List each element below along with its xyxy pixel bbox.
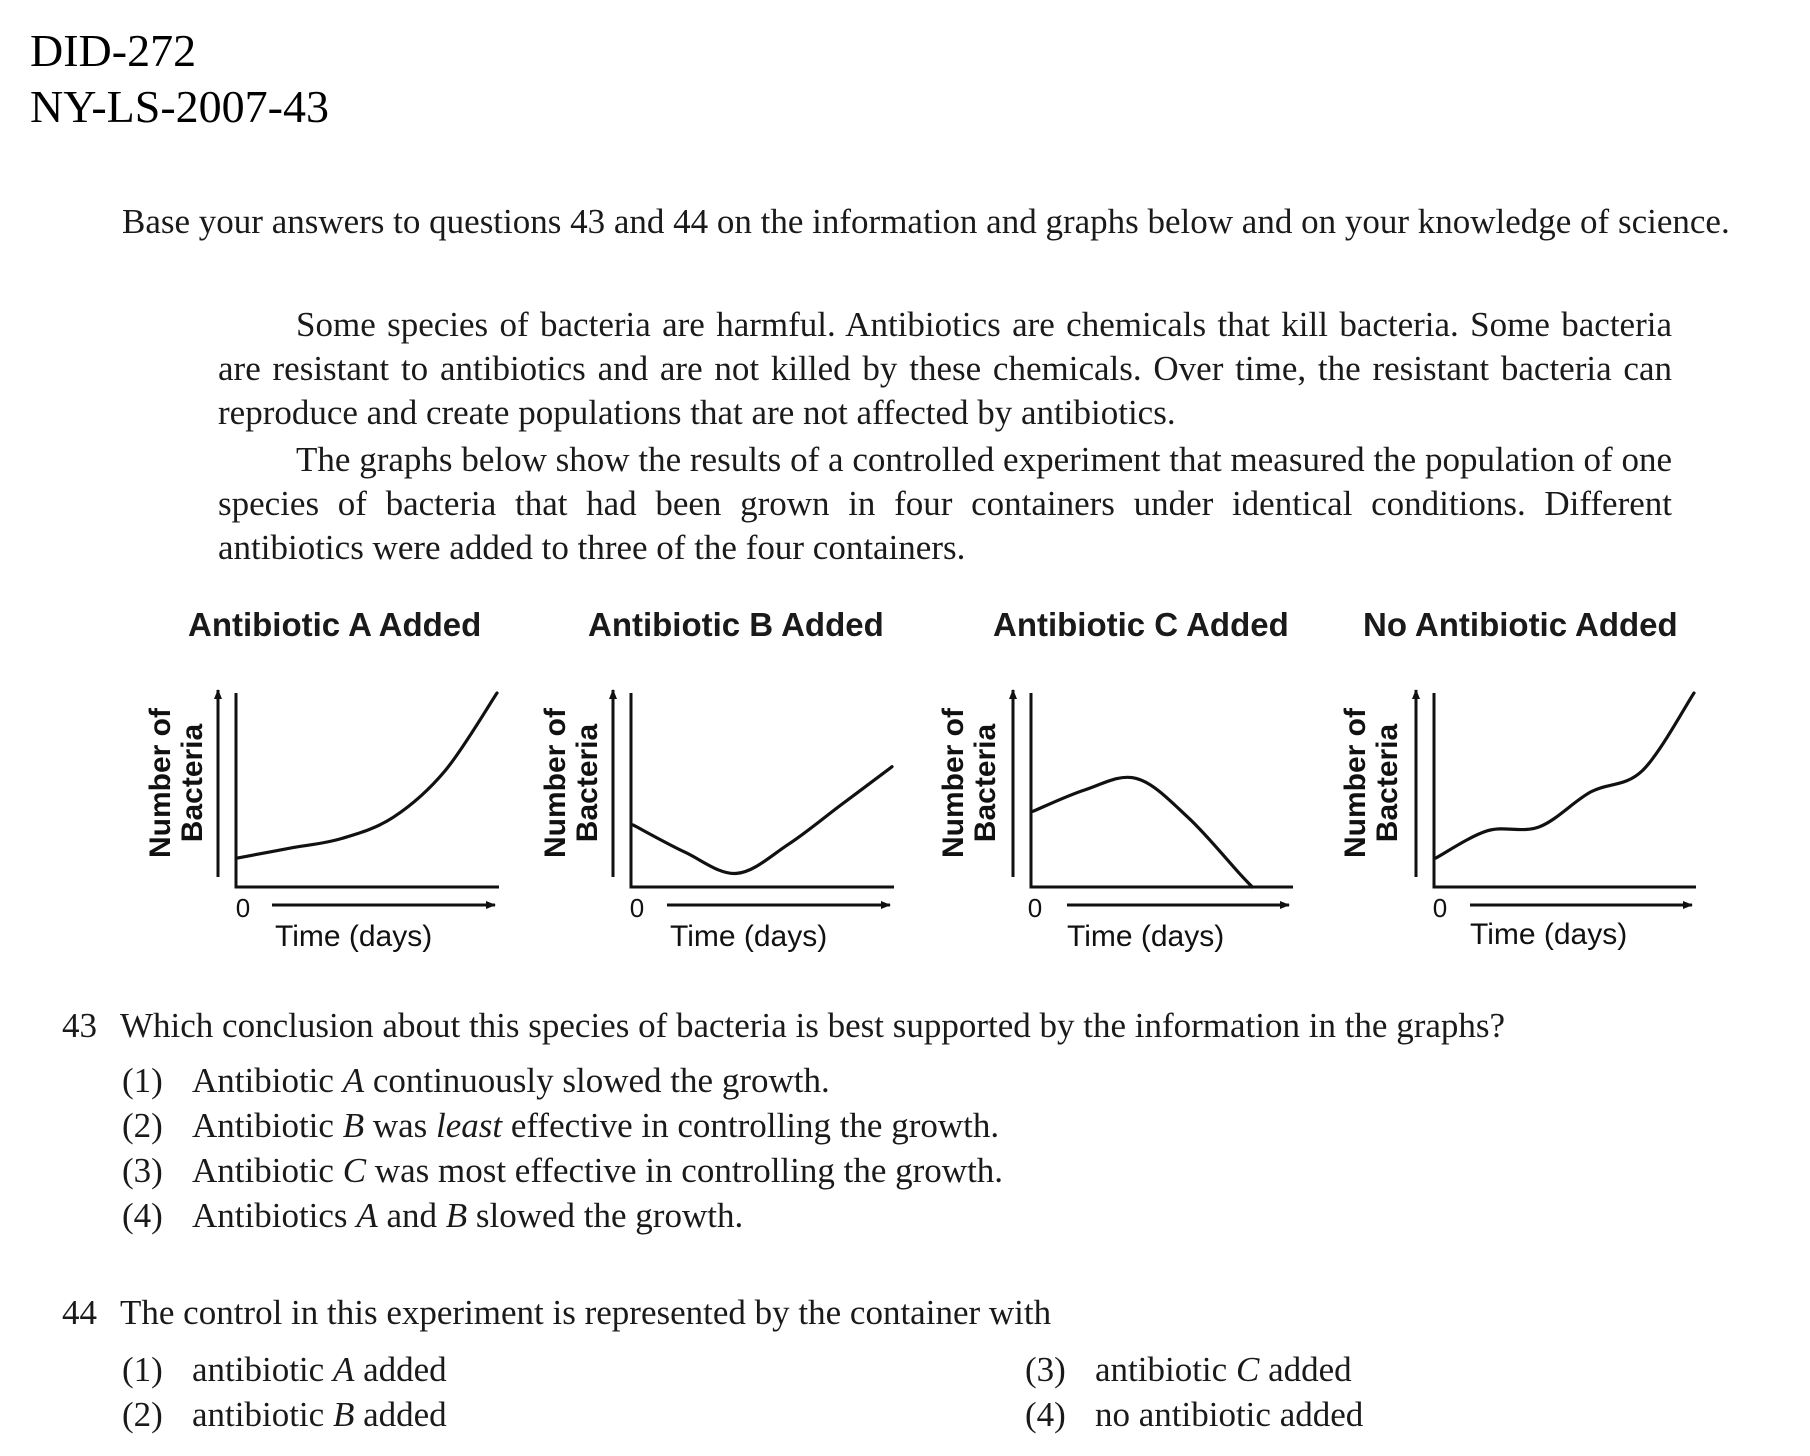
info-paragraph-2: The graphs below show the results of a c… — [218, 440, 1672, 567]
info-paragraph-1: Some species of bacteria are harmful. An… — [218, 305, 1672, 432]
choice-number: (4) — [122, 1196, 163, 1235]
origin-label: 0 — [1433, 893, 1447, 923]
origin-label: 0 — [236, 893, 250, 923]
x-axis-label: Time (days) — [275, 920, 432, 953]
x-axis-label: Time (days) — [1067, 920, 1224, 953]
q44-choice-1[interactable]: (1) antibiotic A added — [122, 1348, 447, 1392]
intro-paragraph: Base your answers to questions 43 and 44… — [122, 202, 1730, 241]
choice-number: (3) — [1025, 1350, 1066, 1389]
choice-text: antibiotic B added — [192, 1395, 447, 1434]
x-axis-label: Time (days) — [670, 920, 827, 953]
choice-text: Antibiotic C was most effective in contr… — [192, 1151, 1004, 1190]
graph-1: 0 Time (days) Number ofBacteria — [144, 689, 499, 953]
question-44-stem: The control in this experiment is repres… — [120, 1293, 1052, 1332]
document-id: DID-272 — [30, 25, 197, 76]
origin-label: 0 — [630, 893, 644, 923]
x-axis-label: Time (days) — [1470, 918, 1627, 951]
y-axis-label: Number ofBacteria — [937, 707, 1002, 858]
question-43-stem: Which conclusion about this species of b… — [120, 1006, 1506, 1045]
bacteria-growth-curve — [1031, 775, 1254, 889]
question-44: 44 The control in this experiment is repr… — [62, 1291, 1051, 1335]
choice-text: Antibiotics A and B slowed the growth. — [192, 1196, 744, 1235]
choice-number: (1) — [122, 1350, 163, 1389]
choice-number: (2) — [122, 1395, 163, 1434]
choice-number: (2) — [122, 1106, 163, 1145]
plot-frame — [629, 693, 894, 889]
q43-choice-3[interactable]: (3) Antibiotic C was most effective in co… — [122, 1149, 1003, 1193]
choice-text: antibiotic A added — [192, 1350, 447, 1389]
q43-choice-4[interactable]: (4) Antibiotics A and B slowed the growth… — [122, 1194, 743, 1238]
graph-c-title: Antibiotic C Added — [993, 606, 1289, 643]
graph-b-title: Antibiotic B Added — [588, 606, 884, 643]
graphs-panel: 0 Time (days) Number ofBacteria 0 Time (days… — [144, 689, 1696, 953]
plot-frame — [234, 693, 499, 889]
graph-2: 0 Time (days) Number ofBacteria — [539, 689, 894, 953]
bacteria-growth-curve — [236, 691, 499, 860]
plot-frame — [1432, 693, 1696, 889]
y-axis-label: Number ofBacteria — [144, 707, 209, 858]
bacteria-growth-curve — [631, 765, 894, 876]
choice-text: Antibiotic B was least effective in cont… — [192, 1106, 1000, 1145]
graph-3: 0 Time (days) Number ofBacteria — [937, 689, 1293, 953]
question-43: 43 Which conclusion about this species of… — [62, 1004, 1505, 1048]
choice-number: (1) — [122, 1061, 163, 1100]
choice-text: antibiotic C added — [1095, 1350, 1352, 1389]
graph-a-title: Antibiotic A Added — [188, 606, 482, 643]
y-axis-label: Number ofBacteria — [539, 707, 604, 858]
choice-text: no antibiotic added — [1095, 1395, 1364, 1434]
graph-control-title: No Antibiotic Added — [1363, 606, 1678, 643]
q43-choice-1[interactable]: (1) Antibiotic A continuously slowed the … — [122, 1059, 830, 1103]
origin-label: 0 — [1028, 893, 1042, 923]
y-axis-label: Number ofBacteria — [1339, 707, 1404, 858]
choice-number: (4) — [1025, 1395, 1066, 1434]
q44-choice-4[interactable]: (4) no antibiotic added — [1025, 1393, 1363, 1437]
q44-choice-3[interactable]: (3) antibiotic C added — [1025, 1348, 1352, 1392]
plot-frame — [1029, 693, 1293, 889]
exam-item-id: NY-LS-2007-43 — [30, 81, 329, 132]
choice-number: (3) — [122, 1151, 163, 1190]
choice-text: Antibiotic A continuously slowed the gro… — [192, 1061, 830, 1100]
bacteria-growth-curve — [1434, 691, 1696, 860]
question-44-number: 44 — [62, 1293, 97, 1332]
q43-choice-2[interactable]: (2) Antibiotic B was least effective in c… — [122, 1104, 999, 1148]
graph-4: 0 Time (days) Number ofBacteria — [1339, 689, 1696, 951]
question-43-number: 43 — [62, 1006, 97, 1045]
q44-choice-2[interactable]: (2) antibiotic B added — [122, 1393, 447, 1437]
